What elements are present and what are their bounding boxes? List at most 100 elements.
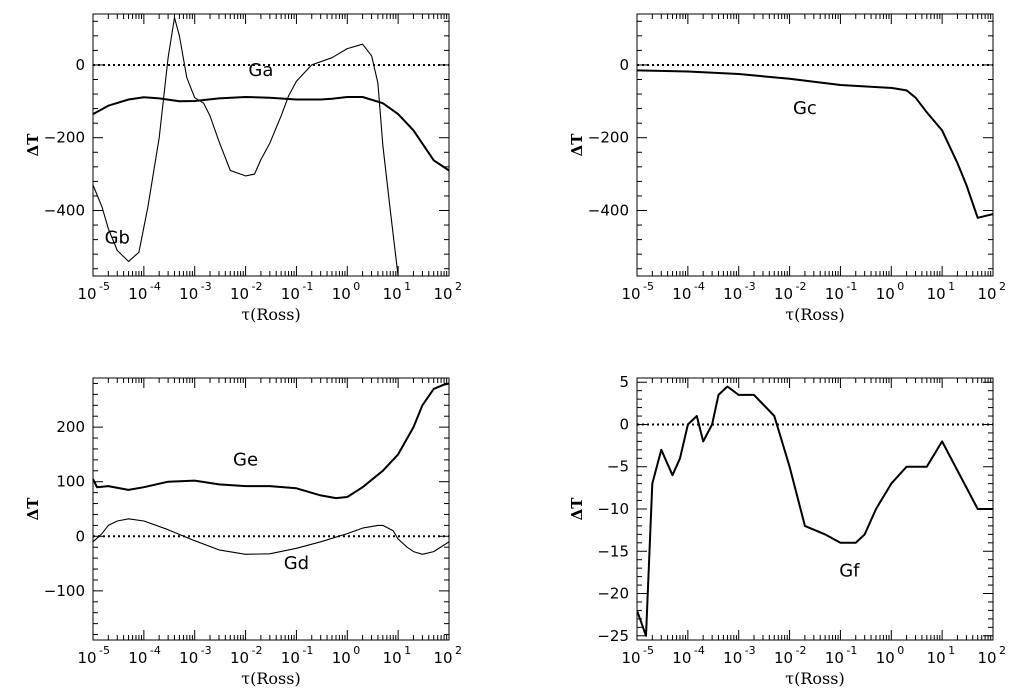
x-tick-exponent: 0: [897, 280, 904, 293]
x-tick-exponent: -4: [694, 644, 705, 657]
plot-frame: [636, 377, 994, 641]
y-tick-label: 5: [619, 373, 629, 391]
x-tick-exponent: 0: [353, 280, 360, 293]
y-tick-label: −100: [44, 582, 85, 600]
series-line-gd: [93, 518, 449, 555]
x-tick-label: 10: [332, 649, 351, 667]
y-tick-label: −20: [597, 585, 629, 603]
panel-4: 10 -5 10 -4 10 -3 10 -2 10 -1 10 0 10 1 10 2−25−20−15−1…: [568, 373, 1006, 688]
series-line-ga: [93, 96, 449, 172]
series-annotation-gb: Gb: [105, 227, 130, 248]
y-tick-label: 0: [75, 527, 85, 545]
series-line-gb: [93, 17, 414, 276]
x-tick-exponent: 2: [455, 280, 462, 293]
series-line-gc: [637, 69, 993, 219]
y-tick-label: 100: [56, 473, 85, 491]
series-annotation-gd: Gd: [284, 553, 309, 574]
x-tick-exponent: -2: [252, 644, 263, 657]
x-tick-label: 10: [723, 649, 742, 667]
y-tick-label: 0: [75, 56, 85, 74]
x-tick-label: 10: [774, 285, 793, 303]
x-tick-exponent: -4: [694, 280, 705, 293]
x-tick-label: 10: [876, 649, 895, 667]
x-tick-exponent: -1: [846, 280, 857, 293]
x-tick-exponent: 2: [999, 644, 1006, 657]
x-tick-exponent: -5: [643, 644, 654, 657]
x-tick-label: 10: [281, 649, 300, 667]
series-annotation-ga: Ga: [248, 60, 273, 81]
x-tick-exponent: -4: [150, 280, 161, 293]
x-axis-label: τ(Ross): [241, 305, 300, 324]
x-tick-label: 10: [179, 649, 198, 667]
x-tick-exponent: -5: [99, 644, 110, 657]
x-tick-label: 10: [977, 649, 996, 667]
x-tick-exponent: 1: [948, 280, 955, 293]
panel-2: 10 -5 10 -4 10 -3 10 -2 10 -1 10 0 10 1 10 2−400−2000τ(…: [568, 13, 1006, 324]
series-annotation-gf: Gf: [839, 561, 860, 582]
y-axis-label: ΔT: [568, 133, 586, 157]
x-tick-exponent: -1: [302, 644, 313, 657]
x-tick-label: 10: [876, 285, 895, 303]
x-tick-exponent: -3: [745, 644, 756, 657]
x-tick-label: 10: [332, 285, 351, 303]
x-tick-exponent: -2: [252, 280, 263, 293]
y-tick-label: −200: [44, 129, 85, 147]
y-tick-label: 0: [619, 56, 629, 74]
x-tick-label: 10: [383, 649, 402, 667]
y-tick-label: −10: [597, 500, 629, 518]
y-tick-label: 200: [56, 418, 85, 436]
x-tick-label: 10: [281, 285, 300, 303]
x-tick-label: 10: [383, 285, 402, 303]
series-line-gf: [637, 385, 993, 637]
y-axis-label: ΔT: [24, 497, 42, 521]
x-tick-label: 10: [621, 649, 640, 667]
y-axis-label: ΔT: [568, 497, 586, 521]
x-tick-exponent: -5: [643, 280, 654, 293]
series-annotation-gc: Gc: [793, 98, 817, 119]
series-line-ge: [93, 382, 449, 500]
x-tick-label: 10: [230, 285, 249, 303]
x-tick-exponent: -4: [150, 644, 161, 657]
x-tick-label: 10: [77, 285, 96, 303]
x-tick-label: 10: [77, 649, 96, 667]
x-tick-exponent: -3: [201, 644, 212, 657]
x-axis-label: τ(Ross): [785, 669, 844, 688]
x-tick-label: 10: [927, 285, 946, 303]
x-tick-label: 10: [179, 285, 198, 303]
panel-3: 10 -5 10 -4 10 -3 10 -2 10 -1 10 0 10 1 10 2−1000100200…: [24, 377, 462, 688]
x-tick-exponent: -5: [99, 280, 110, 293]
x-tick-exponent: -1: [302, 280, 313, 293]
x-tick-label: 10: [977, 285, 996, 303]
series-annotation-ge: Ge: [233, 449, 258, 470]
x-tick-label: 10: [774, 649, 793, 667]
y-tick-label: 0: [619, 415, 629, 433]
x-tick-exponent: -1: [846, 644, 857, 657]
x-tick-exponent: 2: [999, 280, 1006, 293]
x-tick-exponent: -3: [201, 280, 212, 293]
x-tick-label: 10: [927, 649, 946, 667]
x-tick-label: 10: [433, 649, 452, 667]
x-tick-exponent: 1: [404, 644, 411, 657]
x-tick-exponent: 1: [948, 644, 955, 657]
x-tick-label: 10: [128, 285, 147, 303]
x-tick-exponent: 2: [455, 644, 462, 657]
panel-1: 10 -5 10 -4 10 -3 10 -2 10 -1 10 0 10 1 10 2−400−2000τ(…: [24, 13, 462, 324]
x-tick-label: 10: [621, 285, 640, 303]
x-tick-label: 10: [672, 649, 691, 667]
y-axis-label: ΔT: [24, 133, 42, 157]
y-tick-label: −400: [588, 202, 629, 220]
x-tick-exponent: -2: [796, 644, 807, 657]
x-tick-label: 10: [825, 285, 844, 303]
x-tick-label: 10: [128, 649, 147, 667]
x-tick-label: 10: [230, 649, 249, 667]
x-tick-label: 10: [433, 285, 452, 303]
x-tick-exponent: 0: [353, 644, 360, 657]
x-tick-exponent: -2: [796, 280, 807, 293]
y-tick-label: −400: [44, 202, 85, 220]
x-tick-label: 10: [672, 285, 691, 303]
y-tick-label: −15: [597, 542, 629, 560]
x-tick-exponent: 1: [404, 280, 411, 293]
plot-frame: [92, 377, 450, 641]
y-tick-label: −5: [607, 458, 629, 476]
x-tick-label: 10: [723, 285, 742, 303]
